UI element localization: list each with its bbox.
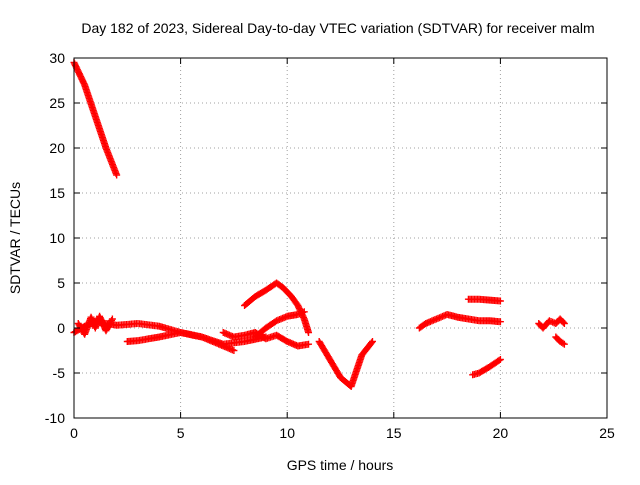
gridlines (74, 58, 607, 418)
data-point (496, 356, 504, 363)
data-track (464, 295, 504, 305)
data-points (70, 59, 568, 390)
data-point (368, 338, 376, 345)
y-tick-label: 5 (57, 275, 65, 291)
data-point (560, 340, 568, 348)
data-point (113, 171, 121, 179)
data-track (469, 356, 504, 379)
y-tick-label: 30 (49, 50, 65, 66)
data-point (496, 318, 504, 326)
x-axis-label: GPS time / hours (287, 457, 394, 473)
axis-ticks: 0 5 10 15 20 25 -10 -5 0 5 10 15 20 25 30 (45, 50, 615, 441)
x-tick-label: 25 (599, 425, 615, 441)
data-point (560, 320, 568, 327)
data-point (495, 356, 503, 364)
data-point (108, 315, 116, 323)
x-tick-label: 0 (70, 425, 78, 441)
data-track (70, 59, 121, 179)
y-axis-label: SDTVAR / TECUs (7, 182, 23, 294)
y-tick-label: 0 (57, 320, 65, 336)
x-tick-label: 15 (386, 425, 402, 441)
y-tick-label: 15 (49, 185, 65, 201)
y-tick-label: -5 (53, 365, 66, 381)
data-track (74, 312, 116, 338)
data-track (415, 311, 504, 332)
data-point (108, 316, 116, 324)
y-tick-label: -10 (45, 410, 65, 426)
data-point (305, 340, 313, 348)
data-track (315, 338, 376, 390)
data-track (535, 315, 568, 332)
data-point (300, 308, 308, 316)
x-tick-label: 5 (177, 425, 185, 441)
data-track (123, 329, 238, 354)
y-tick-label: 25 (49, 95, 65, 111)
x-tick-label: 20 (493, 425, 509, 441)
data-track (251, 308, 308, 341)
plot-frame (73, 57, 608, 419)
y-tick-label: 10 (49, 230, 65, 246)
y-tick-label: 20 (49, 140, 65, 156)
data-point (559, 318, 567, 326)
x-tick-label: 10 (279, 425, 295, 441)
data-point (496, 297, 504, 305)
data-point (230, 347, 238, 354)
chart-title: Day 182 of 2023, Sidereal Day-to-day VTE… (81, 20, 594, 36)
data-track (241, 279, 313, 336)
data-point (559, 339, 567, 347)
data-point (305, 329, 313, 336)
data-track (552, 333, 568, 348)
data-point (368, 339, 376, 347)
